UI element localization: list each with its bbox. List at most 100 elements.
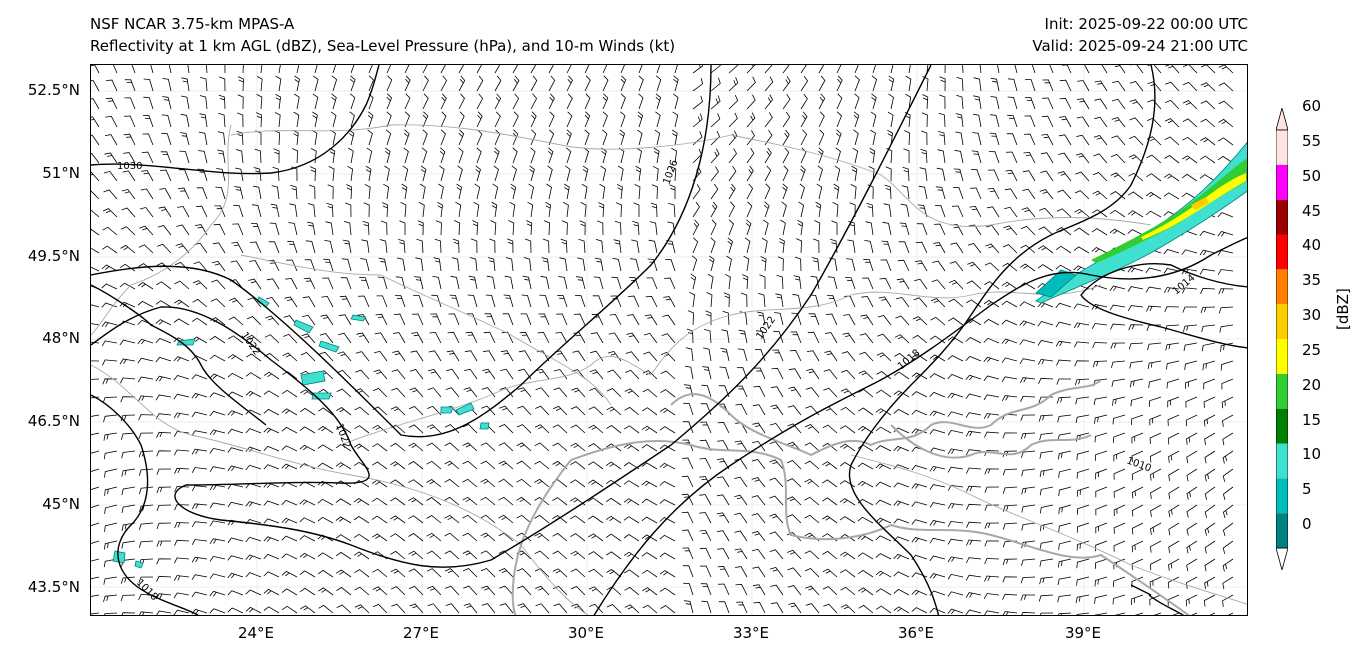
wind-barb	[480, 442, 496, 452]
wind-barb	[716, 458, 730, 470]
wind-barb	[548, 129, 555, 146]
wind-barb	[181, 95, 190, 110]
wind-barb	[462, 532, 478, 542]
wind-barb	[1075, 414, 1090, 424]
wind-barb	[408, 406, 424, 416]
wind-barb	[664, 277, 676, 290]
wind-barb	[245, 464, 262, 471]
wind-barb	[1112, 80, 1126, 92]
wind-barb	[530, 147, 536, 164]
wind-barb	[1131, 594, 1144, 605]
wind-barb	[439, 165, 445, 182]
wind-barb	[138, 414, 154, 421]
wind-barb	[947, 466, 964, 473]
wind-barb	[771, 367, 784, 380]
wind-barb	[487, 257, 496, 272]
colorbar-tick-label: 35	[1302, 271, 1322, 290]
wind-barb	[841, 369, 856, 380]
wind-barb	[929, 391, 946, 398]
wind-barb	[929, 573, 946, 579]
wind-barb	[800, 165, 806, 182]
wind-barb	[353, 533, 370, 542]
wind-barb	[720, 348, 730, 362]
wind-barb	[588, 406, 604, 416]
wind-barb	[805, 603, 820, 614]
wind-barb	[192, 298, 208, 308]
wind-barb	[105, 97, 118, 110]
wind-barb	[282, 352, 298, 362]
wind-barb	[263, 408, 280, 416]
wind-barb	[742, 274, 749, 290]
wind-barb	[624, 569, 640, 578]
wind-barb	[367, 129, 373, 146]
wind-barb	[584, 65, 590, 74]
wind-barb	[535, 387, 550, 398]
colorbar-tick-label: 55	[1302, 131, 1322, 150]
wind-barb	[660, 389, 676, 398]
wind-barb	[173, 299, 190, 308]
wind-barb	[505, 257, 514, 272]
wind-barb	[1199, 230, 1216, 237]
wind-barb	[218, 112, 226, 128]
wind-barb	[275, 93, 282, 110]
wind-barb	[623, 516, 640, 524]
wind-barb	[965, 374, 982, 381]
wind-barb	[394, 295, 406, 308]
coastline	[511, 379, 1190, 615]
wind-barb	[1001, 357, 1018, 364]
wind-barb	[595, 239, 604, 254]
wind-barb	[1200, 137, 1216, 146]
wind-barb	[292, 129, 299, 146]
wind-barb	[1109, 209, 1126, 218]
wind-barb	[336, 604, 352, 614]
wind-barb	[1112, 414, 1126, 425]
wind-barb	[984, 610, 1000, 615]
wind-barb	[866, 202, 874, 218]
wind-barb	[242, 65, 244, 74]
wind-barb	[769, 513, 784, 524]
wind-barb	[353, 443, 370, 452]
wind-barb	[216, 168, 226, 182]
wind-barb	[209, 590, 226, 597]
map-panel[interactable]: 1030 1026 1022 1022 1022 1018 1014 1010 …	[90, 64, 1248, 616]
wind-barb	[458, 75, 466, 92]
wind-barb	[312, 93, 319, 110]
wind-barb	[245, 409, 262, 416]
wind-barb	[1113, 486, 1126, 498]
wind-barb	[769, 531, 784, 542]
wind-barb	[947, 317, 964, 326]
wind-barb	[929, 484, 946, 490]
wind-barb	[804, 568, 820, 578]
wind-barb	[905, 75, 912, 92]
wind-barb	[1021, 522, 1036, 531]
wind-barb	[104, 504, 118, 514]
wind-barb	[318, 604, 334, 614]
wind-barb	[543, 220, 551, 236]
wind-barb	[683, 402, 694, 416]
wind-barb	[468, 275, 478, 290]
wind-barb	[440, 111, 447, 128]
wind-barb	[278, 65, 281, 74]
wind-barb	[625, 369, 640, 380]
wind-barb	[1164, 306, 1180, 313]
wind-barb	[299, 587, 316, 596]
wind-barb	[329, 147, 336, 164]
wind-barb	[1020, 432, 1036, 440]
wind-barb	[440, 129, 446, 146]
wind-barb	[1168, 558, 1180, 571]
wind-barb	[989, 114, 1000, 128]
wind-barb	[570, 515, 586, 524]
wind-barb	[548, 93, 555, 110]
wind-barb	[1127, 305, 1144, 312]
wind-barb	[893, 464, 910, 470]
wind-barb	[416, 238, 424, 254]
wind-barb	[659, 499, 676, 506]
wind-barb	[156, 450, 172, 457]
wind-barb	[548, 75, 556, 92]
wind-barb	[430, 313, 442, 326]
wind-barb	[300, 605, 316, 614]
wind-barb	[606, 443, 622, 452]
wind-barb	[722, 310, 730, 326]
wind-barb	[1182, 306, 1197, 313]
wind-barb	[483, 331, 496, 344]
